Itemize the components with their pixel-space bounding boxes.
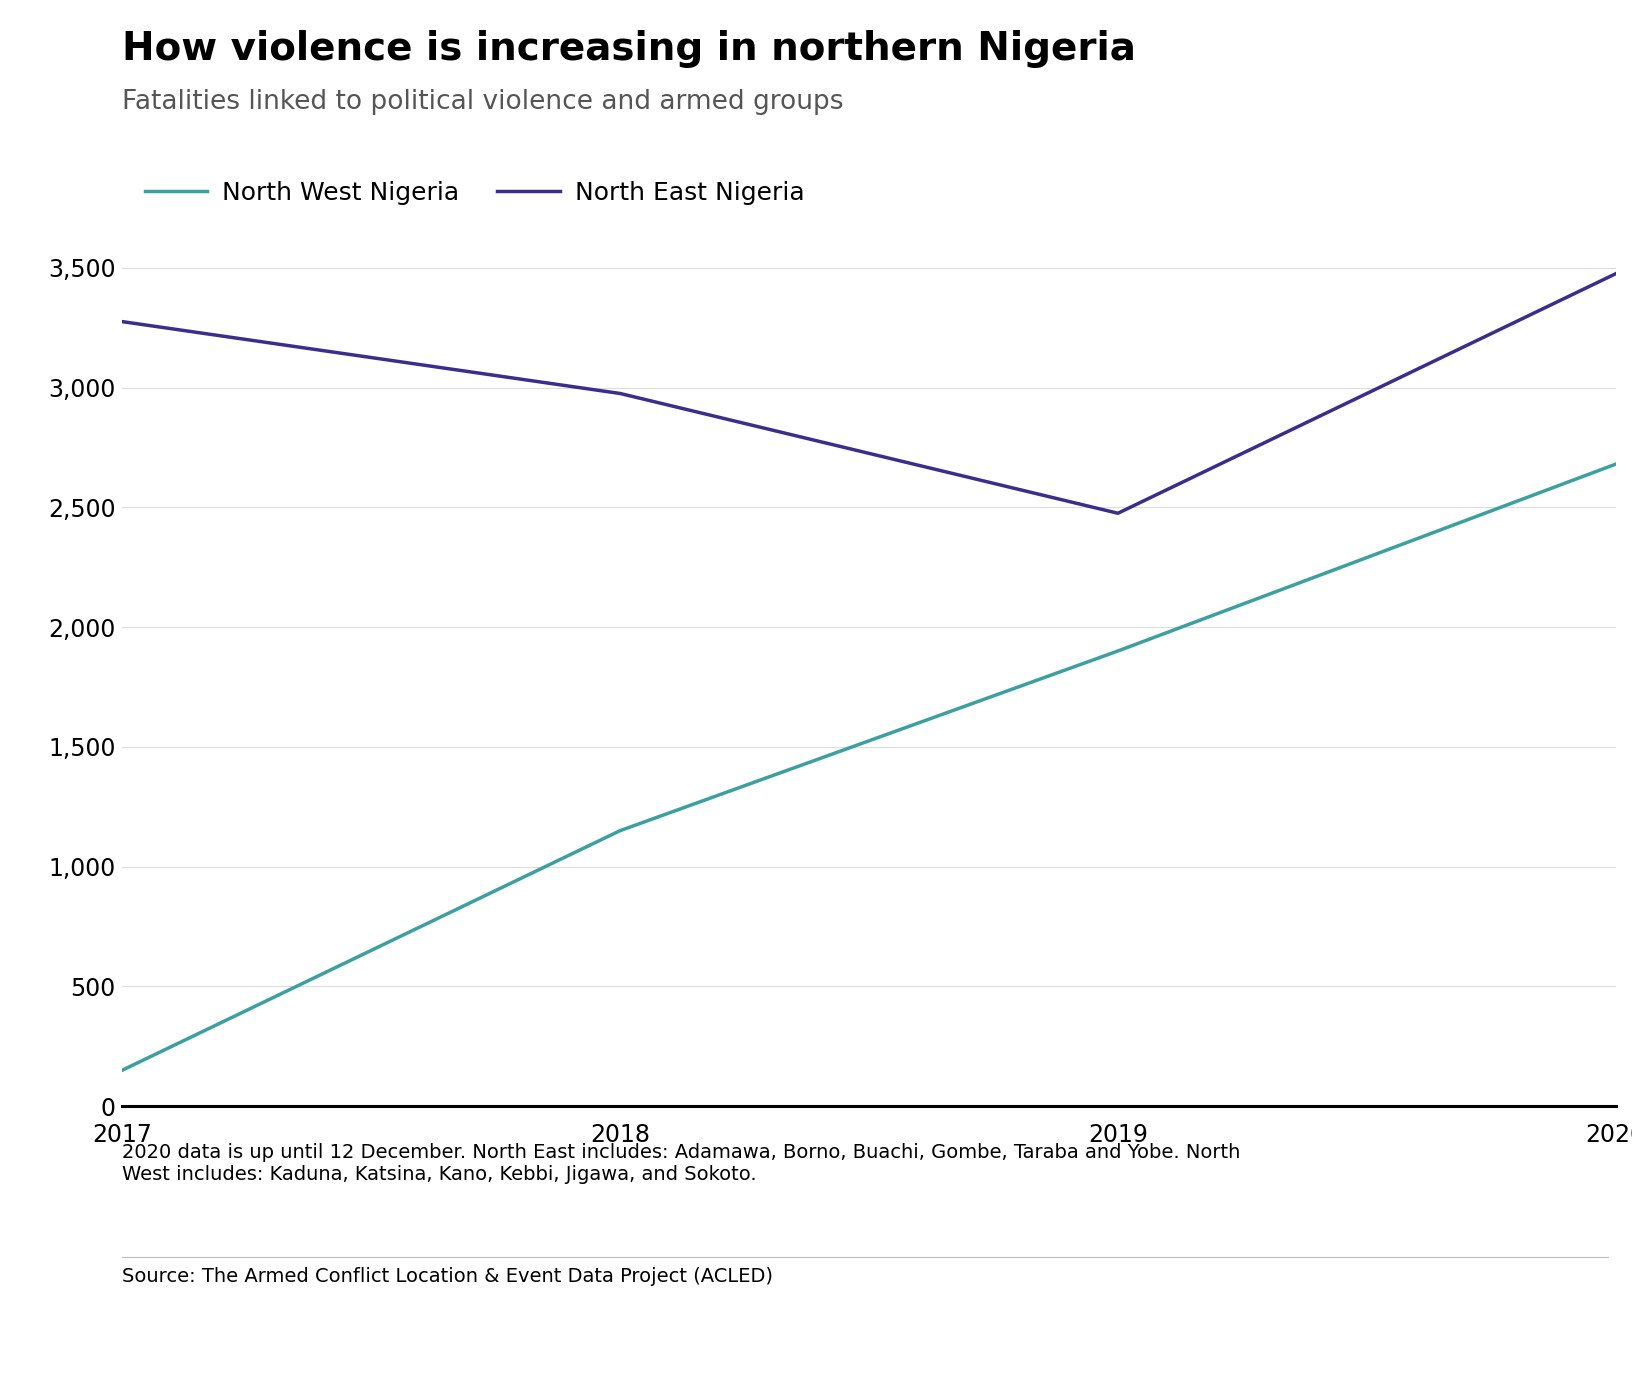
Legend: North West Nigeria, North East Nigeria: North West Nigeria, North East Nigeria (135, 170, 814, 214)
Text: BBC: BBC (1485, 1307, 1544, 1333)
Text: How violence is increasing in northern Nigeria: How violence is increasing in northern N… (122, 30, 1136, 69)
Text: Fatalities linked to political violence and armed groups: Fatalities linked to political violence … (122, 89, 844, 115)
Text: 2020 data is up until 12 December. North East includes: Adamawa, Borno, Buachi, : 2020 data is up until 12 December. North… (122, 1143, 1240, 1184)
Text: Source: The Armed Conflict Location & Event Data Project (ACLED): Source: The Armed Conflict Location & Ev… (122, 1267, 774, 1286)
